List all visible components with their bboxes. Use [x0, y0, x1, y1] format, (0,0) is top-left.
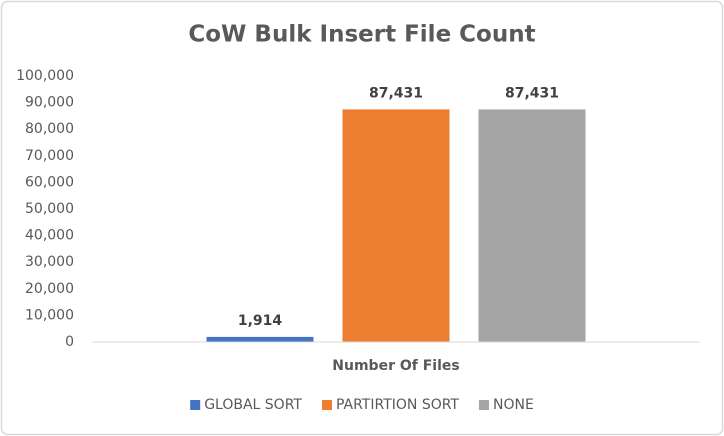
value-label: 87,431 — [369, 85, 423, 101]
y-tick-label: 0 — [65, 334, 74, 350]
y-tick-label: 10,000 — [25, 307, 74, 323]
y-tick-label: 90,000 — [25, 95, 74, 111]
y-tick-label: 80,000 — [25, 121, 74, 137]
y-tick-label: 100,000 — [16, 68, 74, 84]
bar — [206, 336, 314, 342]
y-tick-label: 20,000 — [25, 281, 74, 297]
x-category-label: Number Of Files — [332, 358, 459, 374]
legend-label: NONE — [493, 397, 534, 413]
bar — [478, 109, 586, 343]
value-label: 1,914 — [238, 313, 283, 329]
y-tick-label: 50,000 — [25, 201, 74, 217]
legend-marker — [478, 400, 489, 410]
y-tick-label: 70,000 — [25, 148, 74, 164]
bar — [342, 109, 450, 343]
legend-label: PARTIRTION SORT — [336, 397, 459, 413]
y-tick-label: 60,000 — [25, 174, 74, 190]
legend-label: GLOBAL SORT — [204, 397, 302, 413]
chart-title: CoW Bulk Insert File Count — [188, 22, 535, 48]
legend-marker — [321, 400, 332, 410]
y-tick-label: 30,000 — [25, 254, 74, 270]
legend-marker — [190, 400, 201, 410]
y-tick-label: 40,000 — [25, 228, 74, 244]
value-label: 87,431 — [505, 85, 559, 101]
